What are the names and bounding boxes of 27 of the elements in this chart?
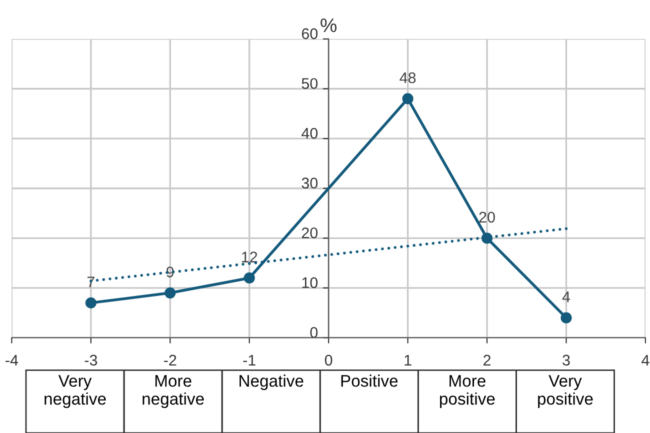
y-tick-label: 0 — [310, 327, 318, 338]
x-tick-label: -1 — [243, 354, 256, 366]
y-tick-label: 10 — [302, 277, 318, 288]
x-tick-label: 4 — [642, 354, 650, 366]
y-tick-label: 60 — [302, 28, 318, 40]
data-label: 48 — [400, 72, 416, 84]
x-tick-label: -2 — [164, 354, 176, 366]
y-tick-label: 50 — [302, 78, 318, 89]
x-tick-label: -4 — [6, 354, 18, 366]
y-tick-label: 20 — [302, 227, 318, 238]
x-tick-label: 0 — [324, 354, 332, 366]
x-tick-label: -3 — [84, 354, 98, 366]
text: Positive — [341, 374, 398, 387]
text: Very positive — [538, 375, 593, 408]
x-tick-label: 1 — [404, 354, 412, 366]
y-tick-label: 40 — [302, 128, 318, 139]
data-label: 12 — [242, 252, 258, 262]
x-tick-label: 3 — [562, 354, 570, 366]
data-label: 4 — [562, 292, 570, 302]
text: More negative — [142, 375, 204, 408]
text: Very negative — [44, 375, 106, 408]
data-label: 20 — [479, 212, 495, 223]
y-tick-label: 30 — [302, 178, 318, 188]
x-tick-label: 2 — [484, 354, 490, 366]
text: More positive — [440, 375, 495, 408]
text: Negative — [240, 374, 304, 390]
y-axis-title: % — [320, 18, 337, 32]
